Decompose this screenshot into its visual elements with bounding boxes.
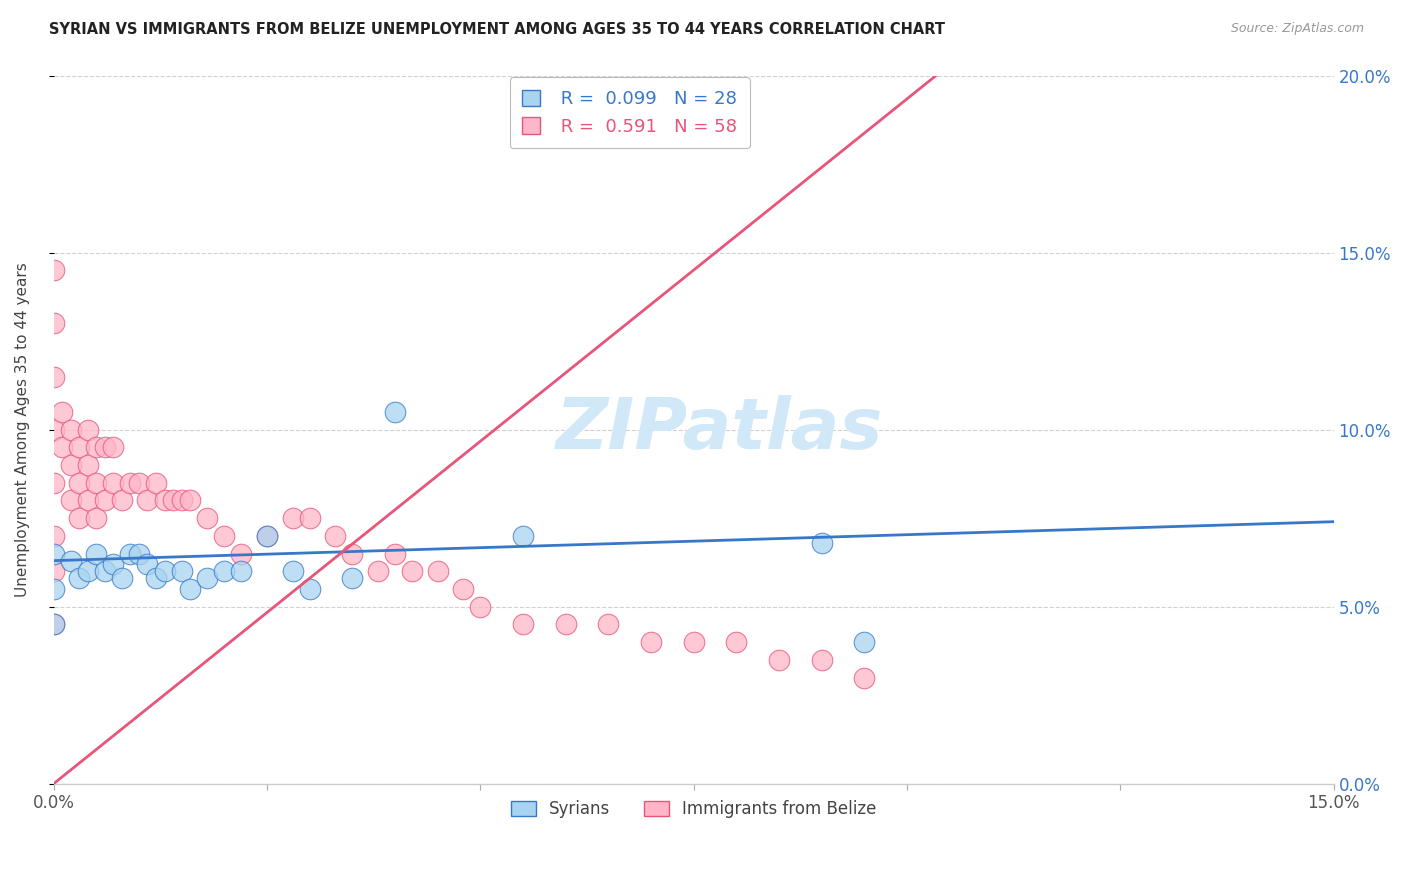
Point	[170, 493, 193, 508]
Point	[145, 571, 167, 585]
Point	[103, 475, 125, 490]
Point	[810, 536, 832, 550]
Point	[94, 440, 117, 454]
Point	[51, 440, 73, 454]
Point	[640, 635, 662, 649]
Point	[179, 582, 201, 596]
Text: SYRIAN VS IMMIGRANTS FROM BELIZE UNEMPLOYMENT AMONG AGES 35 TO 44 YEARS CORRELAT: SYRIAN VS IMMIGRANTS FROM BELIZE UNEMPLO…	[49, 22, 945, 37]
Point	[323, 529, 346, 543]
Point	[59, 554, 82, 568]
Legend: Syrians, Immigrants from Belize: Syrians, Immigrants from Belize	[505, 794, 883, 825]
Point	[42, 369, 65, 384]
Point	[136, 493, 159, 508]
Point	[111, 571, 134, 585]
Point	[298, 582, 321, 596]
Point	[42, 475, 65, 490]
Point	[298, 511, 321, 525]
Point	[512, 617, 534, 632]
Point	[128, 547, 150, 561]
Point	[153, 493, 176, 508]
Point	[42, 564, 65, 578]
Point	[853, 635, 876, 649]
Point	[103, 440, 125, 454]
Point	[76, 493, 98, 508]
Point	[426, 564, 449, 578]
Point	[42, 423, 65, 437]
Point	[384, 405, 406, 419]
Point	[94, 493, 117, 508]
Point	[94, 564, 117, 578]
Point	[231, 547, 253, 561]
Point	[195, 511, 218, 525]
Point	[214, 529, 236, 543]
Point	[128, 475, 150, 490]
Point	[451, 582, 474, 596]
Point	[256, 529, 278, 543]
Point	[725, 635, 748, 649]
Point	[231, 564, 253, 578]
Point	[120, 475, 142, 490]
Point	[342, 547, 364, 561]
Point	[120, 547, 142, 561]
Point	[810, 653, 832, 667]
Point	[853, 671, 876, 685]
Point	[111, 493, 134, 508]
Text: Source: ZipAtlas.com: Source: ZipAtlas.com	[1230, 22, 1364, 36]
Point	[598, 617, 620, 632]
Point	[42, 617, 65, 632]
Text: ZIPatlas: ZIPatlas	[555, 395, 883, 464]
Point	[42, 317, 65, 331]
Point	[170, 564, 193, 578]
Point	[59, 458, 82, 472]
Point	[84, 511, 107, 525]
Point	[76, 564, 98, 578]
Point	[59, 423, 82, 437]
Point	[67, 440, 90, 454]
Point	[682, 635, 704, 649]
Point	[103, 557, 125, 571]
Point	[42, 617, 65, 632]
Y-axis label: Unemployment Among Ages 35 to 44 years: Unemployment Among Ages 35 to 44 years	[15, 262, 30, 597]
Point	[42, 529, 65, 543]
Point	[554, 617, 576, 632]
Point	[136, 557, 159, 571]
Point	[145, 475, 167, 490]
Point	[470, 599, 492, 614]
Point	[59, 493, 82, 508]
Point	[367, 564, 389, 578]
Point	[84, 475, 107, 490]
Point	[384, 547, 406, 561]
Point	[768, 653, 790, 667]
Point	[67, 475, 90, 490]
Point	[281, 564, 304, 578]
Point	[162, 493, 184, 508]
Point	[153, 564, 176, 578]
Point	[195, 571, 218, 585]
Point	[401, 564, 423, 578]
Point	[342, 571, 364, 585]
Point	[256, 529, 278, 543]
Point	[76, 458, 98, 472]
Point	[512, 529, 534, 543]
Point	[42, 263, 65, 277]
Point	[179, 493, 201, 508]
Point	[67, 511, 90, 525]
Point	[51, 405, 73, 419]
Point	[67, 571, 90, 585]
Point	[76, 423, 98, 437]
Point	[214, 564, 236, 578]
Point	[281, 511, 304, 525]
Point	[42, 582, 65, 596]
Point	[84, 547, 107, 561]
Point	[84, 440, 107, 454]
Point	[42, 547, 65, 561]
